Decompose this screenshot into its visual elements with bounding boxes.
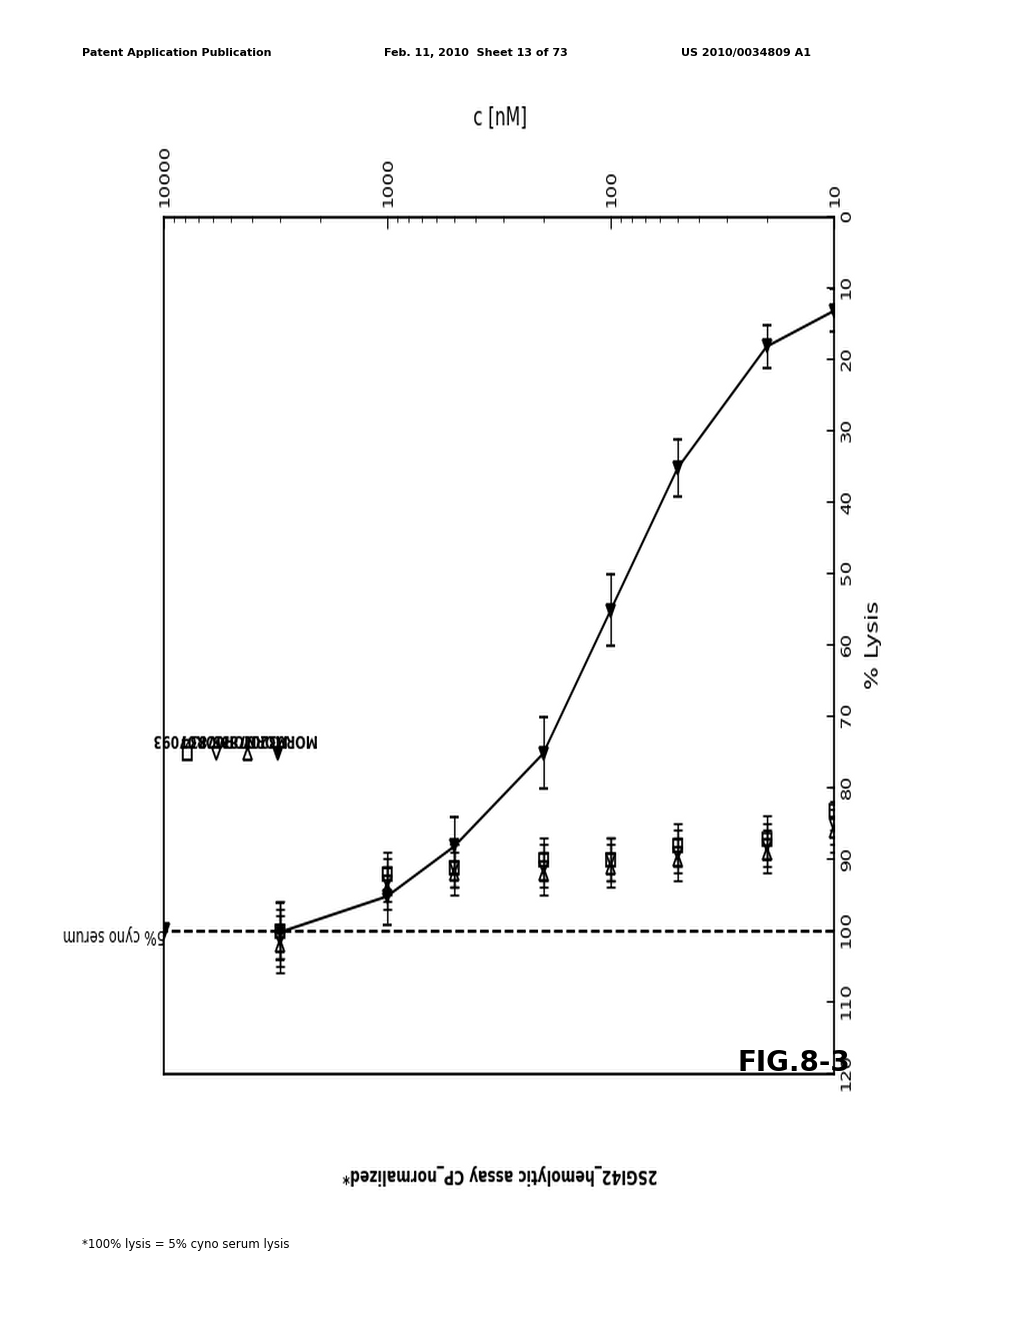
Text: Patent Application Publication: Patent Application Publication <box>82 48 271 58</box>
Text: *100% lysis = 5% cyno serum lysis: *100% lysis = 5% cyno serum lysis <box>82 1238 290 1251</box>
Text: US 2010/0034809 A1: US 2010/0034809 A1 <box>681 48 811 58</box>
Text: Feb. 11, 2010  Sheet 13 of 73: Feb. 11, 2010 Sheet 13 of 73 <box>384 48 567 58</box>
Text: FIG.8-3: FIG.8-3 <box>737 1048 850 1077</box>
